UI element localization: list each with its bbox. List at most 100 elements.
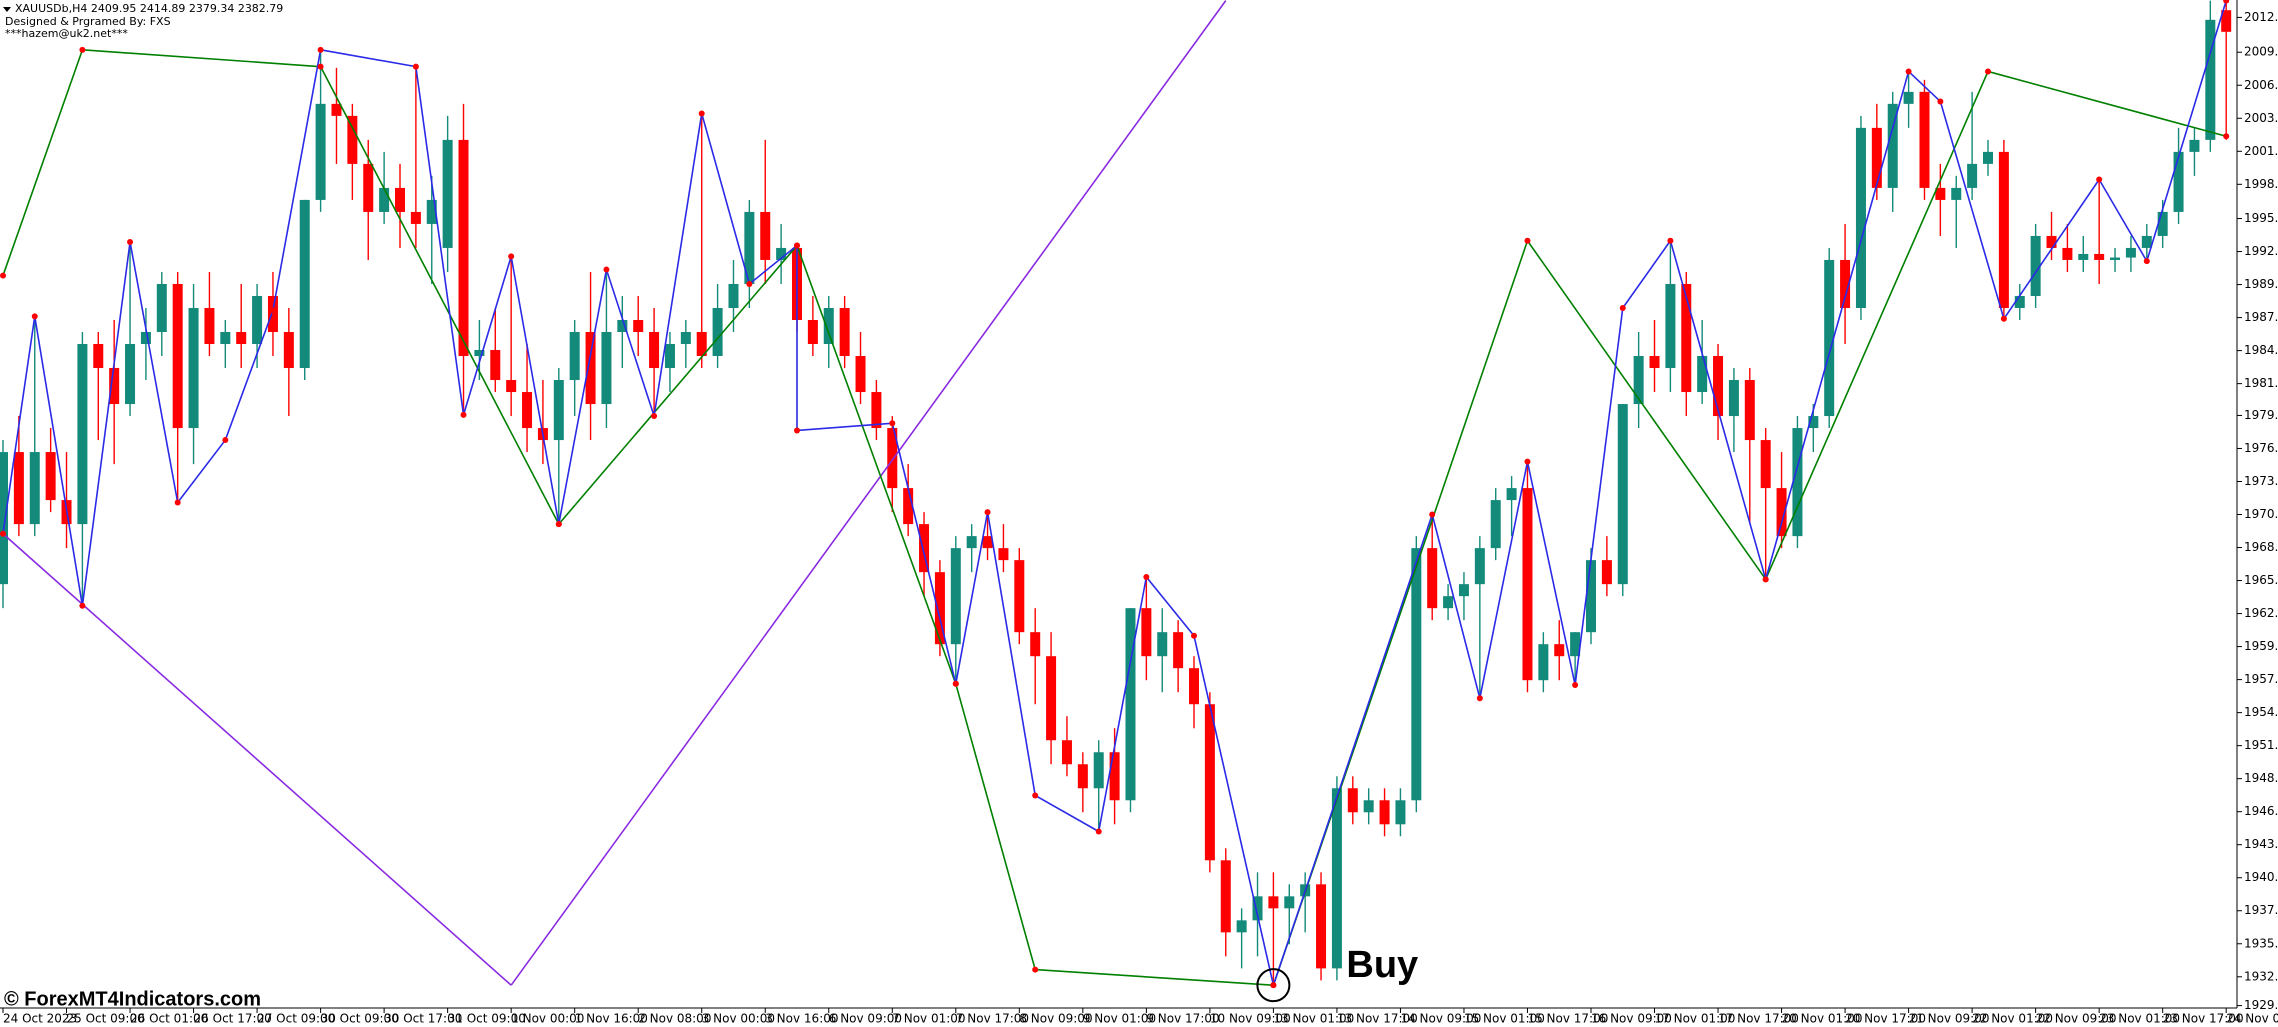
pivot-dot <box>317 63 324 70</box>
zigzag-segment <box>1622 240 1672 309</box>
candle-body <box>1347 788 1358 813</box>
candle-body <box>1776 488 1787 537</box>
zigzag-segment <box>82 49 321 68</box>
x-tick-label: 6 Nov 09:00 <box>829 1012 902 1026</box>
candle-body <box>1157 632 1168 657</box>
pivot-dot <box>127 238 134 245</box>
candle-body <box>188 307 199 429</box>
x-tick-label: 1 Nov 00:00 <box>511 1012 584 1026</box>
y-tick-label: 1954.30 <box>2244 705 2278 719</box>
candle-body <box>1474 548 1485 585</box>
pivot-dot <box>79 602 86 609</box>
y-tick-label: 1962.55 <box>2244 606 2278 620</box>
zigzag-segment <box>1145 576 1195 637</box>
candle-body <box>315 103 326 200</box>
pivot-dot <box>1937 98 1944 105</box>
y-tick-label: 1987.20 <box>2244 310 2278 324</box>
candle-body <box>1427 548 1438 609</box>
candle-body <box>1935 187 1946 200</box>
pivot-dot <box>174 499 181 506</box>
candle-body <box>982 536 993 549</box>
zigzag-segment <box>796 245 957 685</box>
x-tick-label: 7 Nov 01:00 <box>892 1012 965 1026</box>
candle-body <box>2157 211 2168 236</box>
candle-body <box>2189 139 2200 152</box>
y-tick-label: 1965.30 <box>2244 573 2278 587</box>
x-tick-label: 15 Nov 17:00 <box>1527 1012 1608 1026</box>
x-tick-label: 26 Oct 01:00 <box>130 1012 208 1026</box>
x-tick-label: 24 Nov 09:00 <box>2226 1012 2278 1026</box>
candle-body <box>712 307 723 357</box>
candle-body <box>236 331 247 345</box>
symbol-info: XAUUSDb,H4 2409.95 2414.89 2379.34 2382.… <box>15 2 283 15</box>
y-tick-label: 1970.80 <box>2244 507 2278 521</box>
candle-body <box>2062 247 2073 260</box>
zigzag-segment <box>1764 71 1989 580</box>
watermark: © ForexMT4Indicators.com <box>4 988 261 1010</box>
pivot-dot <box>1524 458 1531 465</box>
y-tick-label: 1946.05 <box>2244 804 2278 818</box>
candle-body <box>1855 127 1866 308</box>
y-tick-label: 2012.20 <box>2244 10 2278 24</box>
candle-body <box>220 331 231 345</box>
y-tick-label: 1932.30 <box>2244 969 2278 983</box>
x-tick-label: 21 Nov 09:00 <box>1909 1012 1990 1026</box>
candle-body <box>13 452 24 525</box>
symbol-menu-icon <box>3 7 11 12</box>
pivot-dot <box>1032 792 1039 799</box>
x-tick-label: 7 Nov 17:00 <box>956 1012 1029 1026</box>
candle-body <box>1887 103 1898 188</box>
candle-body <box>871 392 882 429</box>
candle-body <box>347 115 358 164</box>
candle-body <box>1522 488 1533 681</box>
candle-body <box>2030 235 2041 296</box>
pivot-dot <box>1429 511 1436 518</box>
pivot-dot <box>0 272 6 279</box>
candle-body <box>1490 500 1501 549</box>
zigzag-segment <box>1764 71 1910 580</box>
y-tick-label: 1995.45 <box>2244 211 2278 225</box>
candle-body <box>1824 259 1835 417</box>
y-tick-label: 1943.30 <box>2244 837 2278 851</box>
candle-body <box>1649 356 1660 369</box>
pivot-dot <box>317 46 324 53</box>
zigzag-segment <box>748 244 798 285</box>
x-tick-label: 22 Nov 01:00 <box>1972 1012 2053 1026</box>
candle-body <box>1220 860 1231 933</box>
x-tick-label: 23 Nov 17:00 <box>2163 1012 2244 1026</box>
x-tick-label: 20 Nov 17:00 <box>1845 1012 1926 1026</box>
x-tick-label: 25 Oct 09:00 <box>67 1012 145 1026</box>
candle-body <box>1681 283 1692 393</box>
candle-body <box>1665 283 1676 369</box>
zigzag-segment <box>224 310 274 441</box>
pivot-dot <box>1905 68 1912 75</box>
candle-body <box>1395 800 1406 825</box>
candle-body <box>1458 584 1469 597</box>
candle-body <box>649 331 660 369</box>
zigzag-segment <box>33 316 84 606</box>
pivot-dot <box>698 110 705 117</box>
candle-body <box>1061 740 1072 765</box>
buy-circle <box>1256 968 1291 1003</box>
y-tick-label: 1981.70 <box>2244 376 2278 390</box>
candle-body <box>887 428 898 489</box>
candle-body <box>807 319 818 345</box>
y-tick-label: 1935.05 <box>2244 936 2278 950</box>
candle-body <box>744 211 755 284</box>
zigzag-segment <box>1574 307 1624 686</box>
candle-body <box>283 331 294 369</box>
candle-body <box>553 380 564 441</box>
y-tick-label: 2006.55 <box>2244 78 2278 92</box>
candle-body <box>1204 704 1215 861</box>
candle-body <box>2014 295 2025 308</box>
candle-body <box>1173 632 1184 669</box>
zigzag-segment <box>320 49 417 68</box>
candle-body <box>299 199 310 369</box>
candle-body <box>1967 163 1978 188</box>
candle-body <box>1554 644 1565 657</box>
zigzag-segment <box>462 256 512 416</box>
y-tick-label: 1973.55 <box>2244 474 2278 488</box>
candle-body <box>331 103 342 116</box>
y-tick-label: 1992.70 <box>2244 244 2278 258</box>
